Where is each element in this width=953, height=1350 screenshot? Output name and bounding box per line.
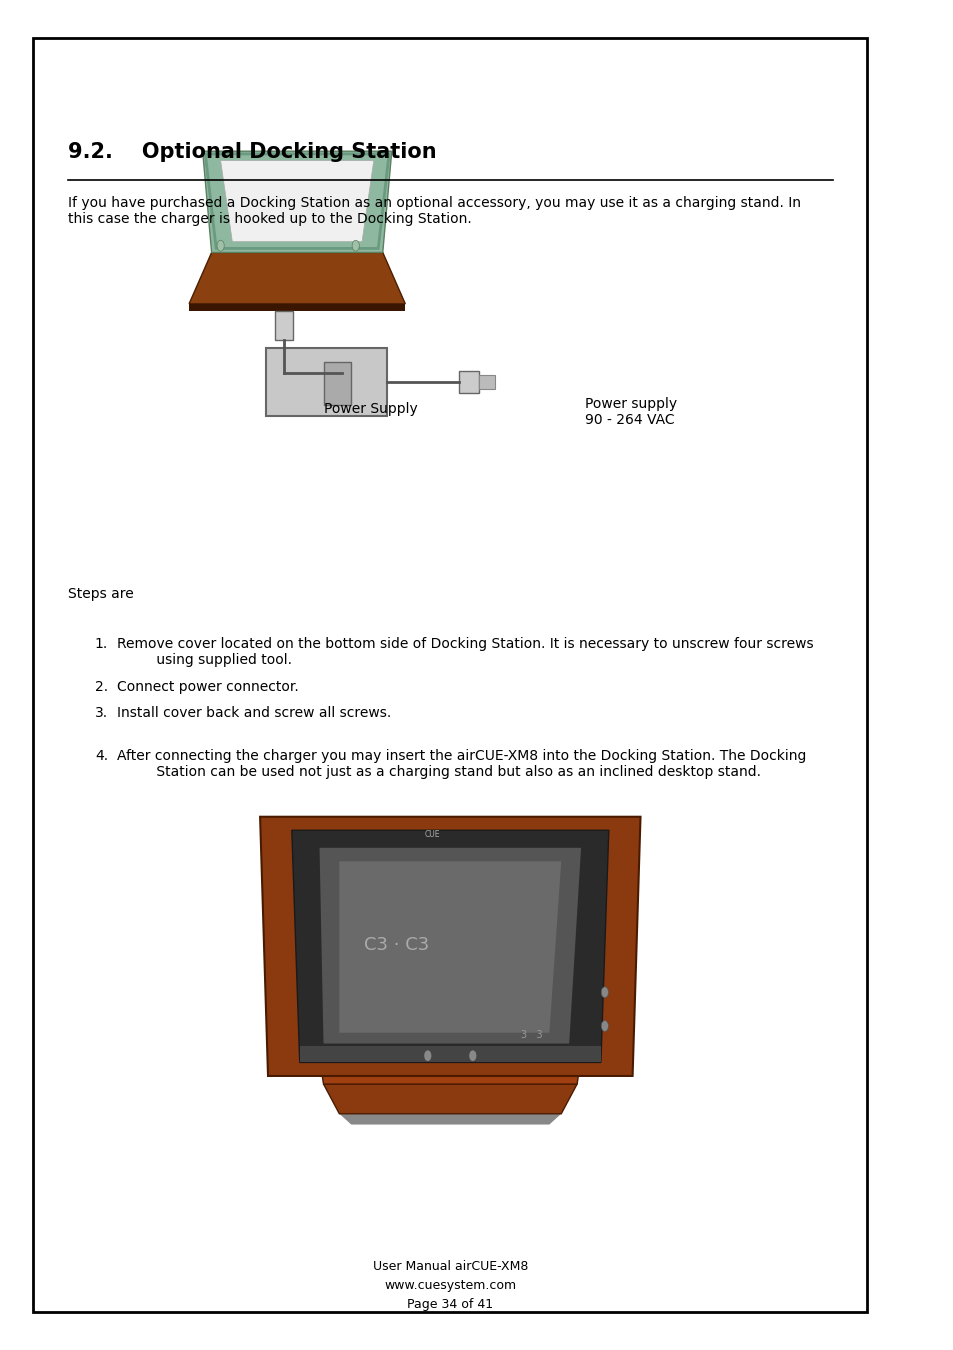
Text: 9.2.    Optional Docking Station: 9.2. Optional Docking Station [68, 142, 436, 162]
Text: C3 · C3: C3 · C3 [363, 936, 429, 954]
Text: 3   3: 3 3 [520, 1030, 541, 1040]
Polygon shape [260, 817, 639, 1076]
Polygon shape [284, 824, 616, 1084]
Bar [458, 371, 478, 393]
Circle shape [217, 240, 224, 251]
Circle shape [600, 1021, 608, 1031]
Polygon shape [323, 1084, 577, 1114]
Bar [324, 362, 351, 405]
Polygon shape [339, 861, 560, 1033]
Circle shape [600, 987, 608, 998]
Text: CUE: CUE [424, 830, 439, 840]
Circle shape [424, 1050, 431, 1061]
Polygon shape [292, 830, 608, 1062]
Bar [274, 310, 293, 340]
Text: Remove cover located on the bottom side of Docking Station. It is necessary to u: Remove cover located on the bottom side … [117, 637, 813, 667]
Text: User Manual airCUE-XM8: User Manual airCUE-XM8 [373, 1260, 527, 1273]
Text: 3.: 3. [95, 706, 108, 720]
Polygon shape [299, 1046, 600, 1062]
Text: Power Supply: Power Supply [324, 402, 417, 416]
Text: Connect power connector.: Connect power connector. [117, 680, 298, 694]
Text: 1.: 1. [94, 637, 108, 651]
Bar [478, 375, 495, 389]
Polygon shape [189, 304, 405, 310]
Text: Power supply
90 - 264 VAC: Power supply 90 - 264 VAC [585, 397, 677, 427]
Text: 2.: 2. [95, 680, 108, 694]
Polygon shape [220, 161, 374, 242]
Polygon shape [319, 848, 580, 1044]
Text: After connecting the charger you may insert the airCUE-XM8 into the Docking Stat: After connecting the charger you may ins… [117, 749, 805, 779]
Text: If you have purchased a Docking Station as an optional accessory, you may use it: If you have purchased a Docking Station … [68, 196, 800, 225]
Polygon shape [189, 252, 405, 304]
Circle shape [469, 1050, 476, 1061]
Circle shape [352, 240, 359, 251]
Text: 4.: 4. [95, 749, 108, 763]
Polygon shape [202, 151, 392, 252]
Text: www.cuesystem.com: www.cuesystem.com [384, 1278, 516, 1292]
Text: Install cover back and screw all screws.: Install cover back and screw all screws. [117, 706, 391, 720]
Text: Page 34 of 41: Page 34 of 41 [407, 1297, 493, 1311]
Bar [265, 348, 387, 416]
Text: Steps are: Steps are [68, 587, 133, 601]
Polygon shape [339, 1114, 560, 1125]
